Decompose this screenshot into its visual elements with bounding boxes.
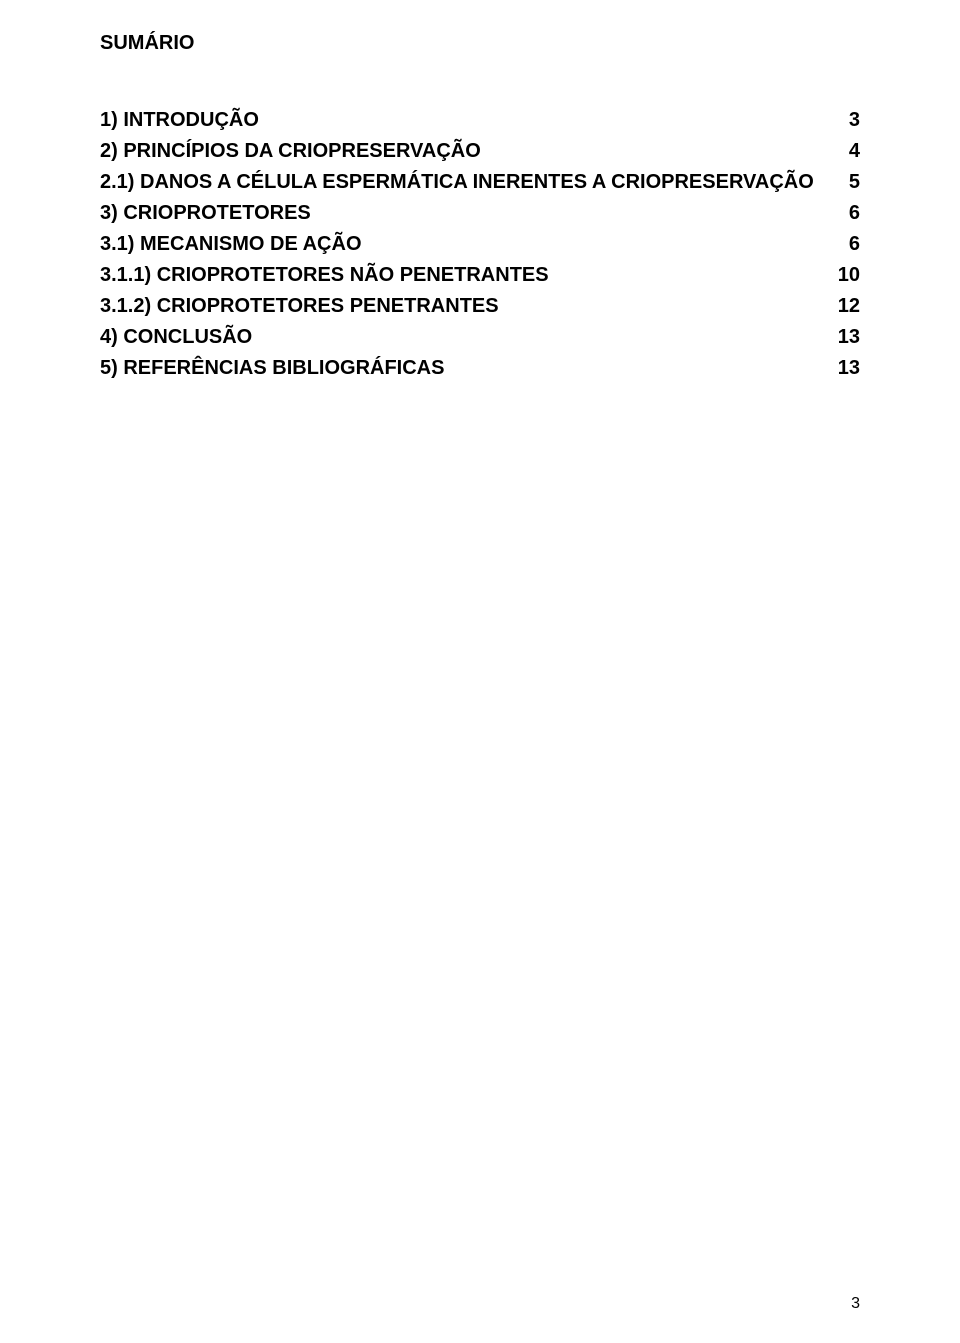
toc-entry: 2) PRINCÍPIOS DA CRIOPRESERVAÇÃO 4 — [100, 136, 860, 167]
toc-label: 3) CRIOPROTETORES — [100, 198, 311, 229]
toc-page: 12 — [818, 291, 860, 322]
toc-entry: 5) REFERÊNCIAS BIBLIOGRÁFICAS 13 — [100, 353, 860, 384]
toc-label: 2.1) DANOS A CÉLULA ESPERMÁTICA INERENTE… — [100, 167, 814, 198]
toc-entry: 2.1) DANOS A CÉLULA ESPERMÁTICA INERENTE… — [100, 167, 860, 198]
toc-label: 2) PRINCÍPIOS DA CRIOPRESERVAÇÃO — [100, 136, 481, 167]
toc-entry: 1) INTRODUÇÃO 3 — [100, 105, 860, 136]
section-title: SUMÁRIO — [100, 32, 860, 55]
toc-label: 4) CONCLUSÃO — [100, 322, 252, 353]
document-page: SUMÁRIO 1) INTRODUÇÃO 3 2) PRINCÍPIOS DA… — [0, 0, 960, 384]
toc-entry: 3.1) MECANISMO DE AÇÃO 6 — [100, 229, 860, 260]
toc-label: 3.1) MECANISMO DE AÇÃO — [100, 229, 362, 260]
page-number: 3 — [851, 1295, 860, 1313]
toc-label: 3.1.1) CRIOPROTETORES NÃO PENETRANTES — [100, 260, 549, 291]
toc-entry: 3) CRIOPROTETORES 6 — [100, 198, 860, 229]
toc-entries: 1) INTRODUÇÃO 3 2) PRINCÍPIOS DA CRIOPRE… — [100, 105, 860, 384]
toc-entry: 3.1.2) CRIOPROTETORES PENETRANTES 12 — [100, 291, 860, 322]
toc-entry: 3.1.1) CRIOPROTETORES NÃO PENETRANTES 10 — [100, 260, 860, 291]
toc-page: 4 — [829, 136, 860, 167]
toc-page: 6 — [829, 198, 860, 229]
toc-page: 3 — [829, 105, 860, 136]
toc-entry: 4) CONCLUSÃO 13 — [100, 322, 860, 353]
toc-page: 6 — [829, 229, 860, 260]
toc-page: 13 — [818, 322, 860, 353]
toc-page: 13 — [818, 353, 860, 384]
toc-label: 3.1.2) CRIOPROTETORES PENETRANTES — [100, 291, 499, 322]
toc-label: 5) REFERÊNCIAS BIBLIOGRÁFICAS — [100, 353, 444, 384]
toc-page: 10 — [818, 260, 860, 291]
toc-label: 1) INTRODUÇÃO — [100, 105, 259, 136]
toc-page: 5 — [829, 167, 860, 198]
